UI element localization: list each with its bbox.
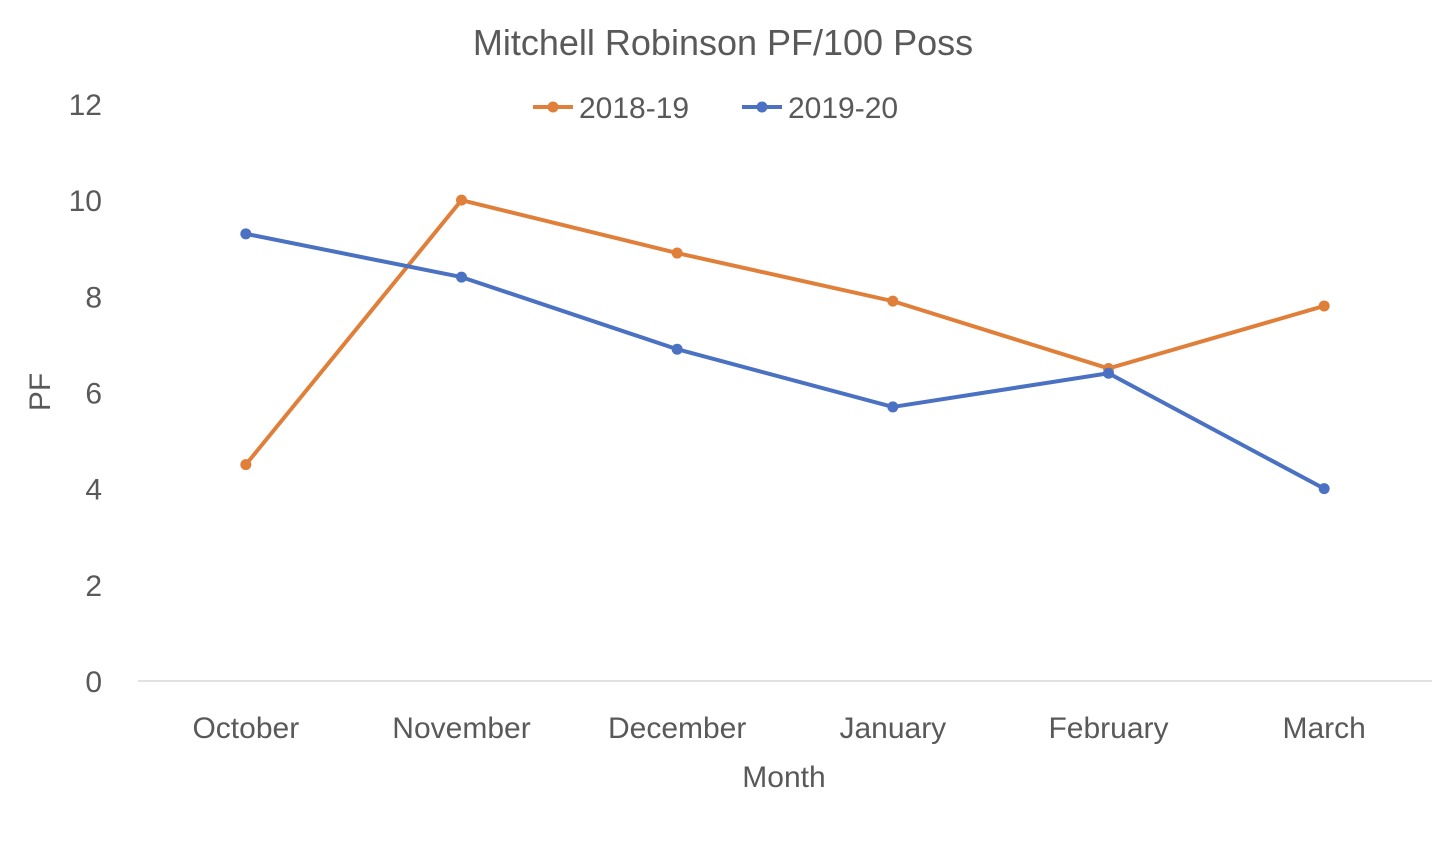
y-tick-label: 2 bbox=[85, 570, 102, 603]
series-2018-19 bbox=[240, 194, 1330, 471]
legend-item: 2018-19 bbox=[533, 92, 689, 125]
x-tick-label: November bbox=[392, 712, 530, 745]
x-tick-label: October bbox=[192, 712, 299, 745]
data-point bbox=[240, 459, 252, 471]
data-point bbox=[1318, 483, 1330, 495]
y-tick-label: 6 bbox=[85, 378, 102, 411]
data-point bbox=[456, 271, 467, 283]
data-point bbox=[240, 228, 252, 240]
y-axis: 0 2 4 6 8 10 12 bbox=[69, 89, 102, 699]
y-tick-label: 0 bbox=[85, 666, 102, 699]
x-axis-title: Month bbox=[742, 761, 825, 794]
legend-swatch-marker bbox=[756, 101, 768, 113]
legend-item: 2019-20 bbox=[742, 92, 898, 125]
series-2019-20 bbox=[240, 228, 1330, 495]
data-point bbox=[887, 295, 899, 307]
data-point bbox=[456, 194, 467, 206]
data-point bbox=[1103, 367, 1114, 379]
legend-label: 2019-20 bbox=[788, 92, 898, 125]
data-point bbox=[671, 247, 683, 259]
series-line bbox=[243, 231, 1327, 491]
chart-title: Mitchell Robinson PF/100 Poss bbox=[473, 22, 973, 63]
x-tick-label: January bbox=[839, 712, 946, 745]
data-point bbox=[1318, 300, 1330, 312]
legend-label: 2018-19 bbox=[579, 92, 689, 125]
y-axis-title: PF bbox=[24, 373, 57, 411]
y-tick-label: 8 bbox=[85, 281, 102, 314]
y-tick-label: 4 bbox=[85, 474, 102, 507]
data-point bbox=[671, 343, 683, 355]
y-tick-label: 10 bbox=[69, 185, 102, 218]
x-tick-label: February bbox=[1048, 712, 1168, 745]
series-layer bbox=[240, 194, 1330, 495]
series-line bbox=[243, 198, 1327, 467]
y-tick-label: 12 bbox=[69, 89, 102, 122]
x-tick-label: December bbox=[608, 712, 746, 745]
data-point bbox=[887, 401, 899, 413]
legend: 2018-19 2019-20 bbox=[533, 92, 898, 125]
x-axis: October November December January February Ma… bbox=[138, 680, 1432, 745]
x-tick-label: March bbox=[1282, 712, 1365, 745]
legend-swatch-marker bbox=[547, 101, 559, 113]
